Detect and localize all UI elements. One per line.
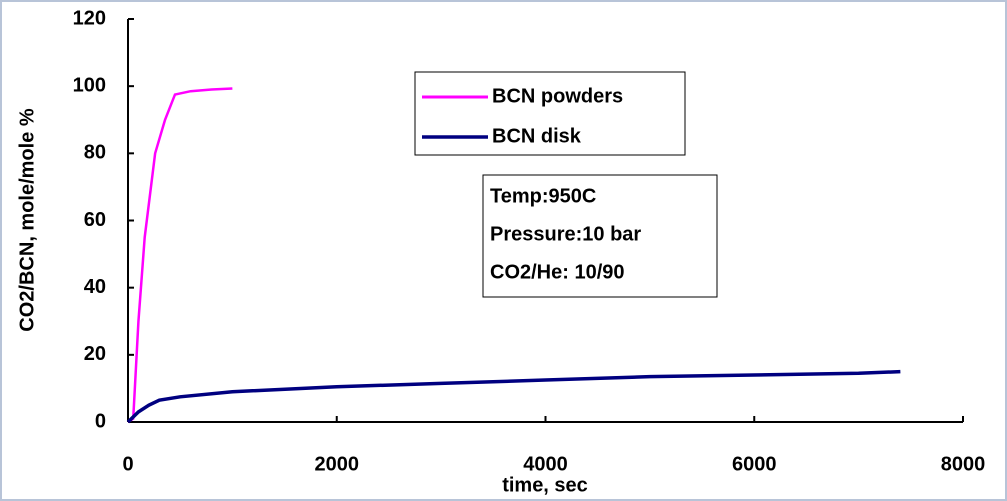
x-tick-label: 2000 bbox=[315, 453, 360, 475]
x-axis-label: time, sec bbox=[502, 474, 588, 496]
x-tick-label: 6000 bbox=[732, 453, 777, 475]
annotation-text: Temp:950C bbox=[490, 185, 596, 207]
y-tick-label: 60 bbox=[84, 209, 106, 231]
legend-label: BCN powders bbox=[492, 85, 623, 107]
legend-label: BCN disk bbox=[492, 125, 582, 147]
legend-box bbox=[414, 71, 686, 156]
y-tick-label: 0 bbox=[95, 410, 106, 432]
y-tick-label: 80 bbox=[84, 142, 106, 164]
x-tick-label: 8000 bbox=[941, 453, 986, 475]
x-tick-label: 0 bbox=[122, 453, 133, 475]
annotation-text: CO2/He: 10/90 bbox=[490, 261, 625, 283]
annotation-box bbox=[482, 174, 718, 298]
y-tick-label: 120 bbox=[73, 7, 106, 29]
series-line bbox=[127, 87, 233, 424]
y-tick-label: 40 bbox=[84, 276, 106, 298]
series-line bbox=[126, 369, 901, 424]
x-tick-label: 4000 bbox=[523, 453, 568, 475]
y-tick-label: 20 bbox=[84, 343, 106, 365]
y-axis-label: CO2/BCN, mole/mole % bbox=[16, 108, 38, 332]
annotation-text: Pressure:10 bar bbox=[490, 223, 641, 245]
y-tick-label: 100 bbox=[73, 74, 106, 96]
